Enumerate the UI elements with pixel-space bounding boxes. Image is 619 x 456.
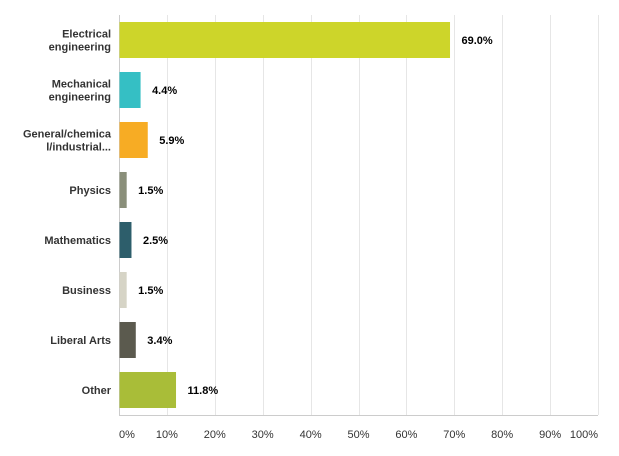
x-tick-label: 90% (539, 429, 561, 441)
x-tick-label: 60% (395, 429, 417, 441)
value-label: 1.5% (138, 185, 163, 197)
bar (119, 72, 141, 108)
value-label: 1.5% (138, 285, 163, 297)
x-tick-label: 100% (570, 429, 598, 441)
x-tick-label: 70% (443, 429, 465, 441)
category-label: l/industrial... (46, 142, 111, 154)
category-label: Business (62, 285, 111, 297)
x-tick-label: 0% (119, 429, 135, 441)
category-label: Liberal Arts (50, 335, 111, 347)
value-label: 11.8% (188, 385, 219, 397)
bar (119, 22, 451, 58)
category-label: Physics (69, 185, 111, 197)
x-tick-label: 80% (491, 429, 513, 441)
category-label: Electrical (62, 29, 111, 41)
x-tick-label: 10% (156, 429, 178, 441)
category-label: engineering (49, 42, 111, 54)
x-tick-label: 40% (300, 429, 322, 441)
bar (119, 222, 132, 258)
bar (119, 372, 177, 408)
bar (119, 122, 148, 158)
bar (119, 172, 127, 208)
category-label: engineering (49, 92, 111, 104)
x-tick-label: 20% (204, 429, 226, 441)
value-label: 5.9% (159, 135, 184, 147)
bar (119, 322, 136, 358)
category-label: Mechanical (52, 79, 111, 91)
x-tick-label: 50% (347, 429, 369, 441)
value-label: 69.0% (462, 35, 493, 47)
category-label: Other (82, 385, 112, 397)
bar (119, 272, 127, 308)
value-label: 4.4% (152, 85, 177, 97)
category-label: Mathematics (44, 235, 111, 247)
value-label: 2.5% (143, 235, 168, 247)
x-tick-label: 30% (252, 429, 274, 441)
category-label: General/chemica (23, 129, 112, 141)
value-label: 3.4% (147, 335, 172, 347)
